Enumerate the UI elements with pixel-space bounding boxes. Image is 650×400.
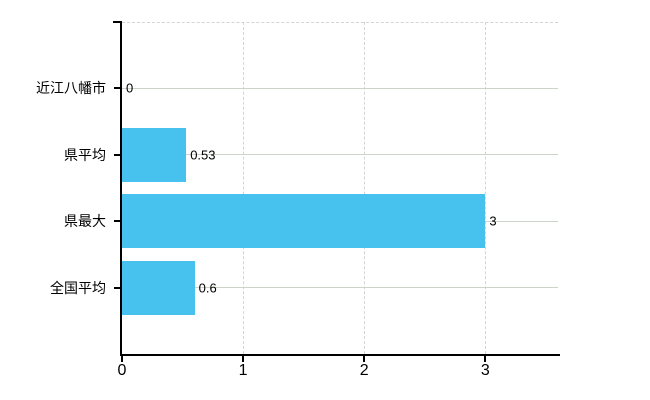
x-axis-tick (121, 356, 123, 362)
x-axis-line (120, 354, 560, 356)
x-tick-label: 3 (480, 362, 490, 379)
v-gridline (485, 22, 487, 354)
x-axis-tick (242, 356, 245, 362)
x-axis-tick (484, 356, 487, 362)
h-gridline (122, 154, 558, 156)
v-gridline (364, 22, 366, 354)
y-axis-line (120, 21, 122, 355)
h-gridline (122, 287, 558, 289)
value-label: 3 (489, 213, 497, 229)
category-label: 全国平均 (50, 279, 106, 296)
bar (122, 194, 486, 249)
y-axis-tick (114, 87, 121, 90)
value-label: 0 (126, 80, 134, 96)
h-gridline (122, 87, 558, 89)
plot-top-border (122, 22, 558, 23)
v-gridline (243, 22, 245, 354)
y-axis-tick (114, 153, 121, 156)
bar (122, 260, 195, 315)
category-label: 近江八幡市 (36, 80, 106, 97)
value-label: 0.53 (190, 147, 216, 163)
y-axis-tick (114, 286, 121, 289)
x-tick-label: 0 (117, 362, 127, 379)
x-tick-label: 2 (359, 362, 369, 379)
y-axis-tick (114, 220, 121, 223)
bar (122, 127, 187, 182)
value-label: 0.6 (198, 280, 217, 296)
category-label: 県平均 (64, 146, 106, 163)
x-tick-label: 1 (238, 362, 248, 379)
x-axis-tick (363, 356, 366, 362)
category-label: 県最大 (64, 213, 106, 230)
y-axis-top-tick (113, 21, 120, 23)
